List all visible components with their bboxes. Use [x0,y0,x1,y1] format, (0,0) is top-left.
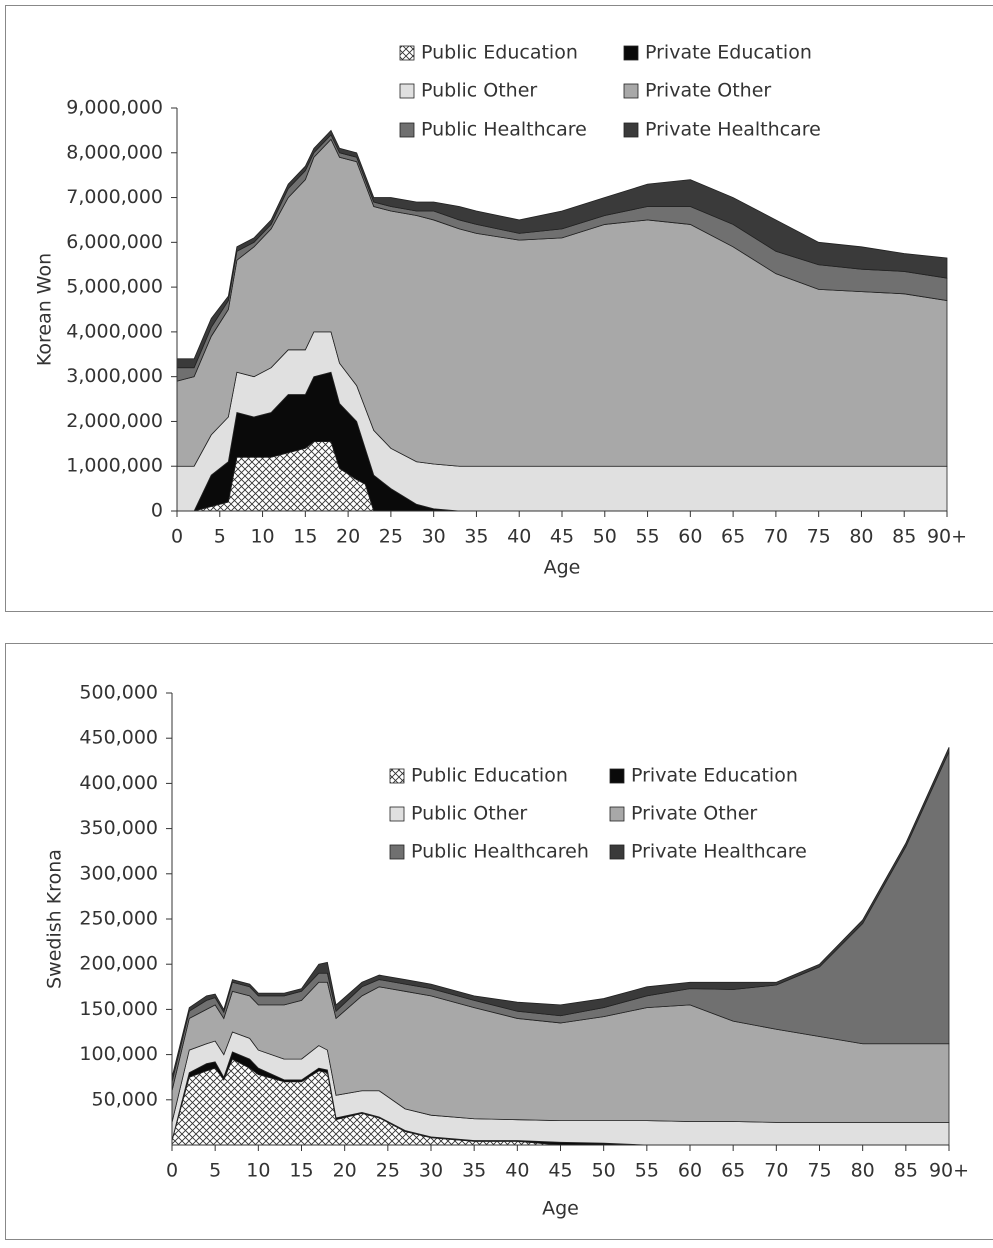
x-tick-label: 75 [807,1160,831,1182]
x-tick-label: 65 [721,1160,745,1182]
y-tick-label: 2,000,000 [66,410,163,432]
legend-label: Private Education [631,765,798,787]
legend-label: Private Education [645,42,812,64]
legend-swatch [623,45,639,61]
legend-label: Private Other [645,80,771,102]
y-tick-label: 350,000 [79,817,158,839]
x-tick-label: 70 [764,526,788,548]
x-tick-label: 15 [293,526,317,548]
legend-swatch [609,768,625,784]
y-tick-label: 9,000,000 [66,97,163,119]
y-tick-label: 150,000 [79,998,158,1020]
x-tick-label: 70 [764,1160,788,1182]
legend-label: Private Healthcare [645,119,821,141]
x-tick-label: 80 [849,526,873,548]
x-tick-label: 90+ [927,526,967,548]
x-tick-label: 0 [171,526,183,548]
x-tick-label: 55 [635,526,659,548]
x-tick-label: 60 [678,1160,702,1182]
x-tick-label: 25 [379,526,403,548]
legend-swatch [389,768,405,784]
x-tick-label: 80 [851,1160,875,1182]
y-tick-label: 8,000,000 [66,141,163,163]
y-tick-label: 500,000 [79,682,158,704]
y-tick-label: 250,000 [79,908,158,930]
x-tick-label: 35 [462,1160,486,1182]
x-tick-label: 10 [246,1160,270,1182]
x-tick-label: 30 [422,526,446,548]
y-tick-label: 450,000 [79,727,158,749]
x-axis-label: Age [544,557,581,579]
y-tick-label: 400,000 [79,772,158,794]
x-tick-label: 85 [894,1160,918,1182]
legend-label: Public Healthcareh [411,841,589,863]
x-tick-label: 5 [209,1160,221,1182]
y-tick-label: 300,000 [79,862,158,884]
y-tick-label: 50,000 [92,1088,158,1110]
legend-swatch [399,45,415,61]
area [171,747,950,1082]
x-tick-label: 85 [892,526,916,548]
x-tick-label: 50 [593,526,617,548]
x-tick-label: 30 [419,1160,443,1182]
legend-label: Public Healthcare [421,119,587,141]
x-tick-label: 65 [721,526,745,548]
legend-swatch [609,806,625,822]
panel-frame [5,5,993,612]
area [176,129,948,369]
x-tick-label: 50 [592,1160,616,1182]
y-tick-label: 0 [151,500,163,522]
x-tick-label: 35 [464,526,488,548]
legend-label: Public Other [411,803,527,825]
y-tick-label: 200,000 [79,953,158,975]
x-tick-label: 75 [807,526,831,548]
y-tick-label: 4,000,000 [66,320,163,342]
y-axis-label: Korean Won [34,253,56,366]
x-tick-label: 90+ [929,1160,969,1182]
y-tick-label: 5,000,000 [66,276,163,298]
legend-swatch [399,122,415,138]
legend-label: Public Education [411,765,568,787]
x-tick-label: 10 [250,526,274,548]
x-tick-label: 0 [166,1160,178,1182]
x-tick-label: 5 [214,526,226,548]
legend-swatch [609,844,625,860]
y-tick-label: 6,000,000 [66,231,163,253]
y-tick-label: 3,000,000 [66,365,163,387]
legend-swatch [389,844,405,860]
x-tick-label: 55 [635,1160,659,1182]
legend-label: Private Healthcare [631,841,807,863]
x-tick-label: 20 [333,1160,357,1182]
x-tick-label: 15 [289,1160,313,1182]
x-axis-label: Age [542,1198,579,1220]
legend-label: Public Education [421,42,578,64]
legend-swatch [399,83,415,99]
x-tick-label: 25 [376,1160,400,1182]
x-tick-label: 45 [548,1160,572,1182]
legend-swatch [623,122,639,138]
x-tick-label: 40 [505,1160,529,1182]
legend-swatch [389,806,405,822]
y-tick-label: 1,000,000 [66,455,163,477]
y-tick-label: 7,000,000 [66,186,163,208]
panel-frame [5,643,993,1240]
x-tick-label: 20 [336,526,360,548]
legend-swatch [623,83,639,99]
x-tick-label: 40 [507,526,531,548]
x-tick-label: 60 [678,526,702,548]
y-tick-label: 100,000 [79,1043,158,1065]
y-axis-label: Swedish Krona [44,849,66,989]
legend-label: Private Other [631,803,757,825]
legend-label: Public Other [421,80,537,102]
x-tick-label: 45 [550,526,574,548]
